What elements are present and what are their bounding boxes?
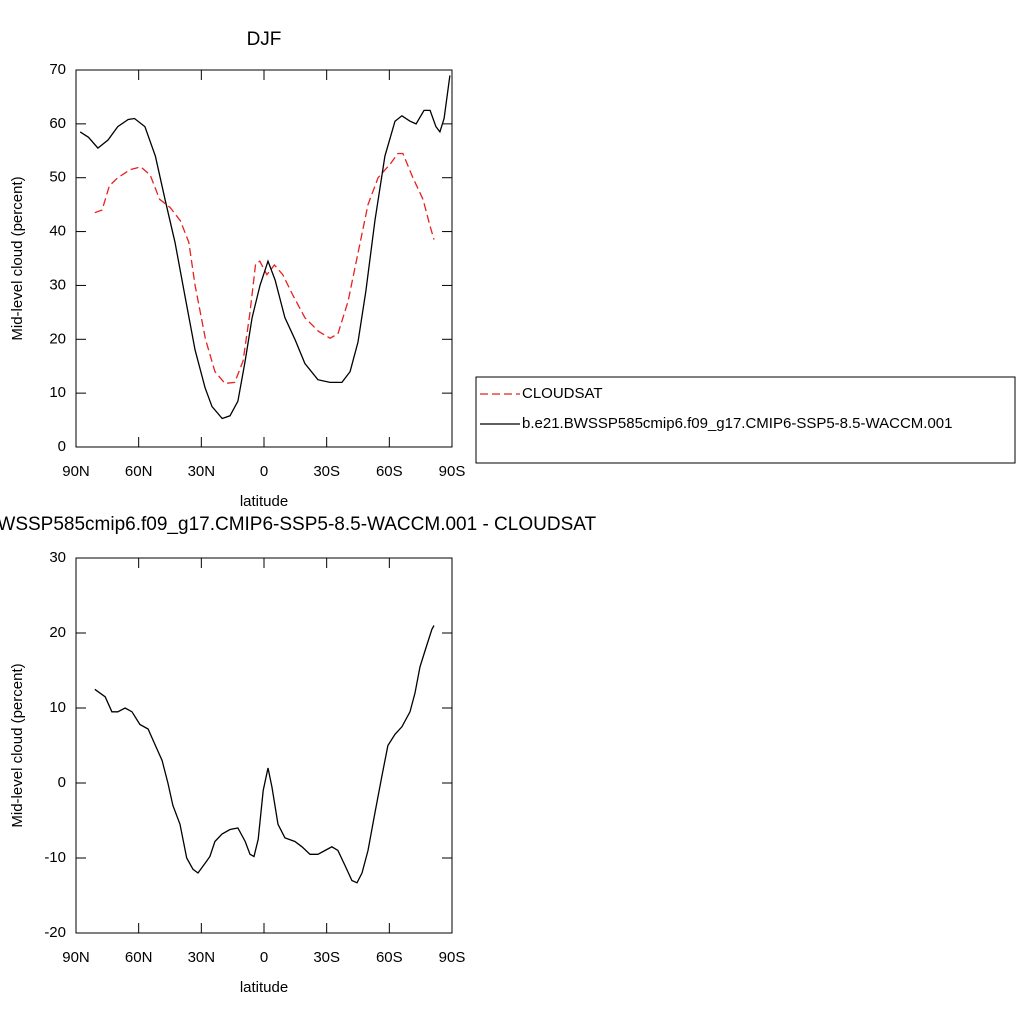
plot-frame (75, 69, 453, 448)
x-tick-label: 30S (313, 463, 340, 480)
x-tick-label: 0 (260, 949, 268, 966)
x-tick-label: 60S (376, 463, 403, 480)
legend-label: CLOUDSAT (522, 385, 603, 402)
y-tick-label: 10 (49, 699, 66, 716)
y-tick-label: -10 (44, 849, 66, 866)
plot-frame (75, 557, 453, 934)
x-axis-label: latitude (240, 493, 288, 510)
chart-title: b.e21.BWSSP585cmip6.f09_g17.CMIP6-SSP5-8… (0, 514, 596, 535)
y-tick-label: 50 (49, 169, 66, 186)
x-tick-label: 30S (313, 949, 340, 966)
series-line (94, 152, 435, 385)
x-tick-label: 90N (62, 949, 90, 966)
x-tick-label: 30N (188, 463, 216, 480)
x-tick-label: 90S (439, 949, 466, 966)
legend: CLOUDSAT b.e21.BWSSP585cmip6.f09_g17.CMIP… (475, 376, 1016, 464)
chart-title: DJF (247, 29, 282, 50)
x-tick-label: 0 (260, 463, 268, 480)
legend-label: b.e21.BWSSP585cmip6.f09_g17.CMIP6-SSP5-8… (522, 415, 952, 432)
y-tick-label: 70 (49, 61, 66, 78)
x-tick-label: 60N (125, 463, 153, 480)
series-line (94, 625, 435, 884)
y-tick-label: 20 (49, 624, 66, 641)
legend-box (475, 376, 1016, 464)
x-tick-label: 30N (188, 949, 216, 966)
series-line (79, 75, 451, 420)
x-tick-label: 60N (125, 949, 153, 966)
y-tick-label: 20 (49, 330, 66, 347)
y-tick-label: 30 (49, 549, 66, 566)
y-tick-label: -20 (44, 924, 66, 941)
y-tick-label: 10 (49, 384, 66, 401)
x-tick-label: 60S (376, 949, 403, 966)
y-tick-label: 40 (49, 223, 66, 240)
x-tick-label: 90N (62, 463, 90, 480)
y-tick-label: 30 (49, 276, 66, 293)
x-axis-label: latitude (240, 979, 288, 996)
y-axis-label: Mid-level cloud (percent) (9, 663, 26, 827)
y-tick-label: 0 (58, 774, 66, 791)
x-tick-label: 90S (439, 463, 466, 480)
y-tick-label: 0 (58, 438, 66, 455)
y-axis-label: Mid-level cloud (percent) (9, 176, 26, 340)
y-tick-label: 60 (49, 115, 66, 132)
